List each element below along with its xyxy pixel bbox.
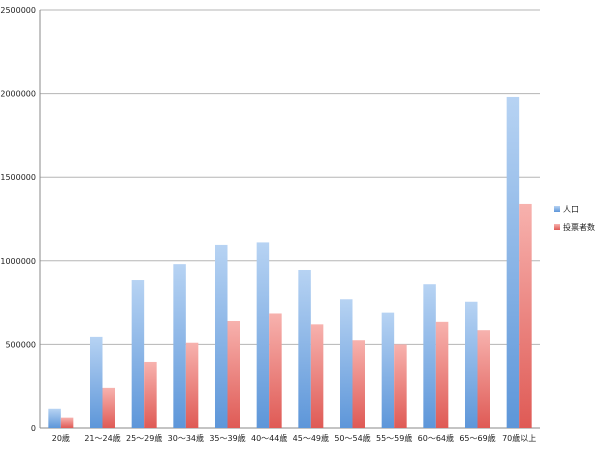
legend-swatch	[554, 206, 560, 212]
gridlines	[39, 9, 540, 429]
bar-voters	[102, 387, 115, 428]
bar-voters	[477, 330, 490, 428]
legend-label: 人口	[563, 205, 579, 214]
x-tick-label: 45〜49歳	[293, 433, 329, 443]
bars	[48, 96, 532, 428]
legend-item: 人口	[554, 205, 579, 214]
x-tick-label: 65〜69歳	[459, 433, 495, 443]
x-tick-label: 30〜34歳	[168, 433, 204, 443]
y-tick-label: 1500000	[0, 173, 36, 182]
x-tick-label: 35〜39歳	[209, 433, 245, 443]
bar-voters	[185, 342, 199, 428]
bar-group	[215, 244, 240, 428]
bar-voters	[394, 344, 407, 428]
bar-group	[298, 269, 324, 428]
y-tick-label: 2000000	[0, 90, 36, 99]
x-tick-label: 21〜24歳	[84, 433, 120, 443]
y-tick-label: 1000000	[0, 257, 36, 266]
bar-voters	[435, 321, 449, 428]
bar-voters	[60, 417, 74, 428]
bar-population	[465, 301, 478, 428]
y-tick-label: 0	[31, 424, 36, 433]
bar-group	[381, 312, 407, 428]
bar-population	[506, 96, 520, 428]
bar-voters	[310, 324, 324, 428]
legend-swatch	[554, 224, 560, 230]
x-tick-label: 55〜59歳	[376, 433, 412, 443]
x-axis-ticks: 20歳 21〜24歳 25〜29歳 30〜34歳 35〜39歳 40〜44歳 45〜49歳 5…	[52, 433, 537, 443]
bar-population	[48, 408, 61, 428]
bar-population	[256, 242, 270, 428]
bar-group	[506, 96, 532, 428]
y-tick-label: 500000	[5, 340, 36, 349]
bar-group	[465, 301, 490, 428]
legend-label: 投票者数	[563, 222, 595, 232]
bar-population	[298, 269, 311, 428]
bar-voters	[144, 361, 157, 428]
bar-population	[381, 312, 395, 428]
bar-group	[173, 264, 199, 428]
bar-population	[131, 280, 145, 428]
y-tick-label: 2500000	[0, 6, 36, 15]
bar-group	[131, 280, 157, 428]
bar-population	[340, 299, 353, 428]
bar-group	[256, 242, 282, 428]
x-tick-label: 20歳	[52, 433, 70, 443]
bar-group	[340, 299, 365, 428]
legend-item: 投票者数	[554, 222, 595, 232]
x-tick-label: 50〜54歳	[334, 433, 370, 443]
bar-voters	[352, 340, 365, 428]
x-tick-label: 40〜44歳	[251, 433, 287, 443]
bar-voters	[227, 320, 240, 428]
x-tick-label: 60〜64歳	[418, 433, 454, 443]
bar-population	[173, 264, 186, 428]
bar-population	[90, 336, 103, 428]
bar-population	[423, 284, 436, 428]
x-tick-label: 25〜29歳	[126, 433, 162, 443]
bar-population	[215, 244, 228, 428]
x-tick-label: 70歳以上	[502, 433, 536, 443]
bar-voters	[269, 313, 282, 428]
bar-voters	[519, 203, 532, 428]
bar-group	[48, 408, 74, 428]
bar-group	[423, 284, 449, 428]
bar-group	[90, 336, 115, 428]
y-axis-ticks: 0 500000 1000000 1500000 2000000 2500000	[0, 6, 36, 433]
